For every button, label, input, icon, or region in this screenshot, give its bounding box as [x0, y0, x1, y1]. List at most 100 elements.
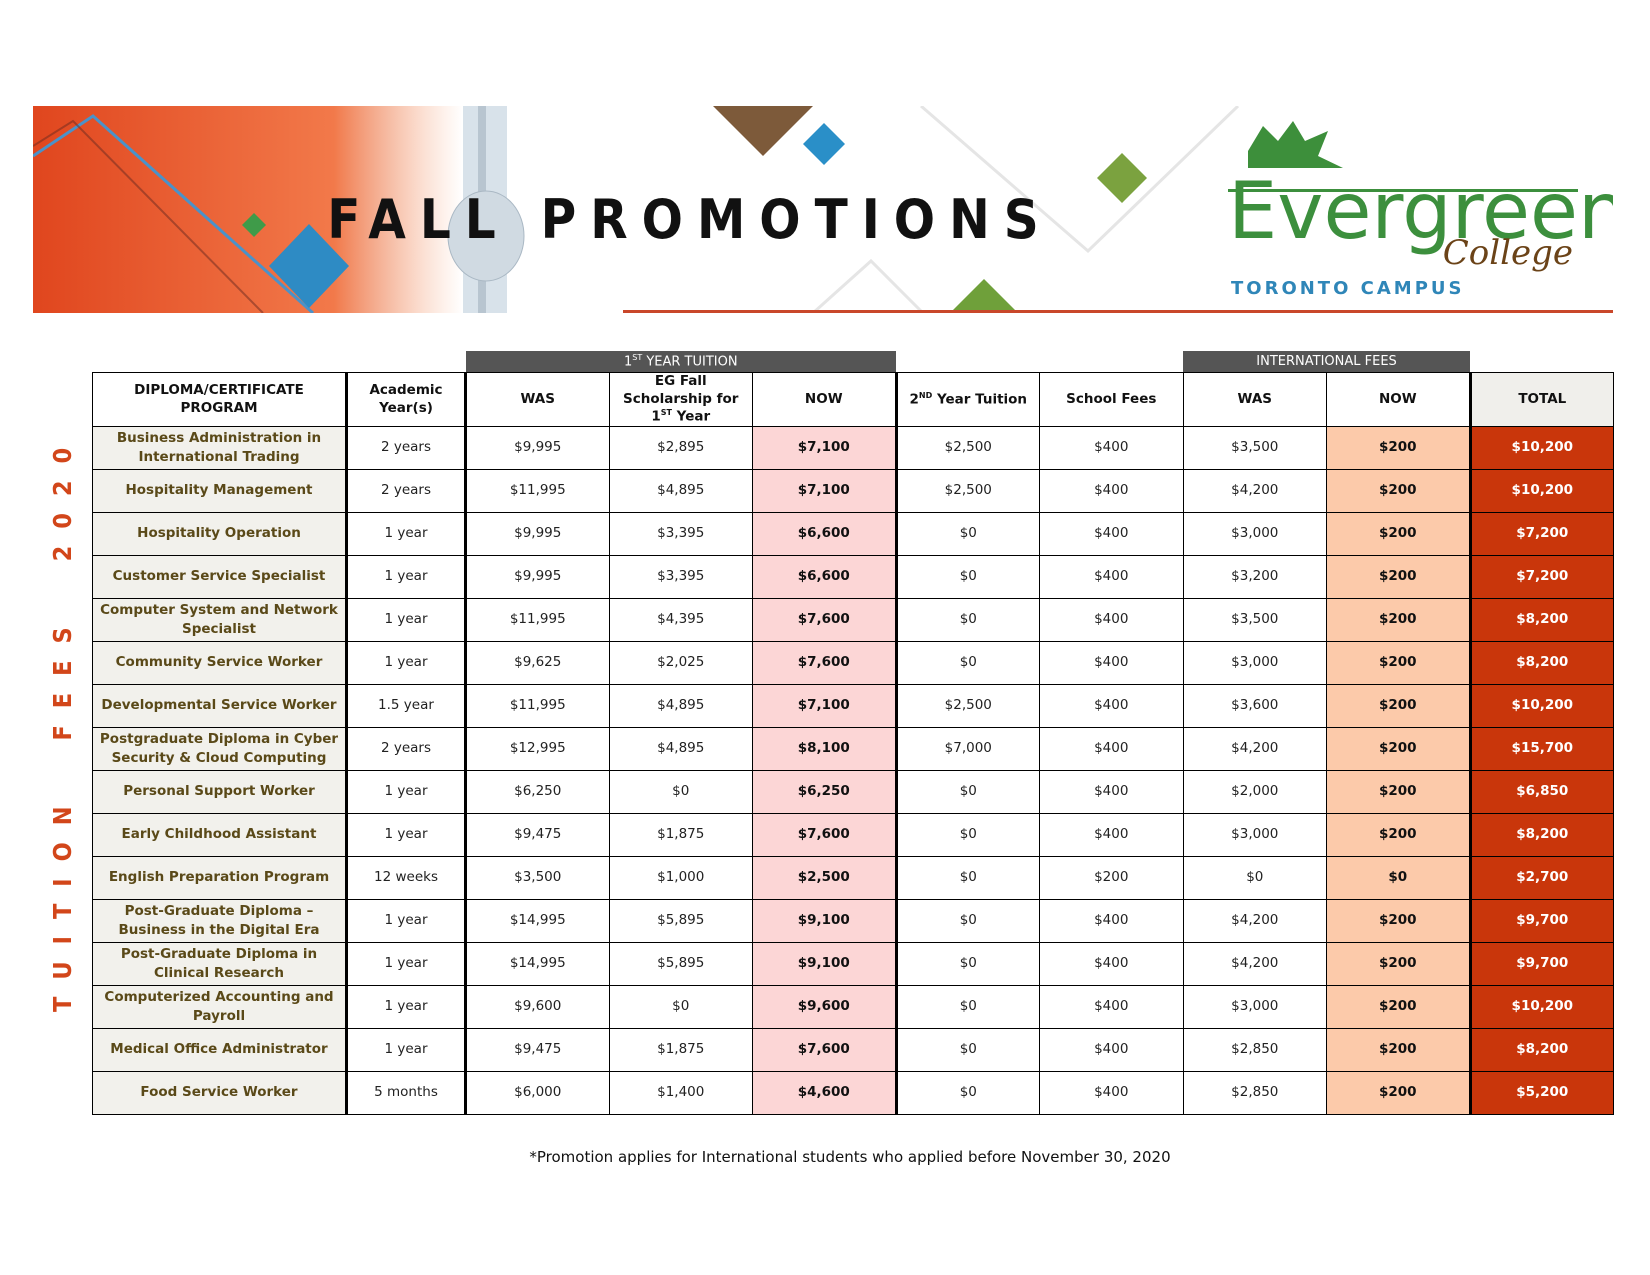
cell: $10,200 [1468, 469, 1615, 514]
cell: $9,475 [464, 1028, 610, 1073]
cell: $5,895 [608, 942, 753, 987]
cell: $3,200 [1182, 555, 1328, 600]
cell: $3,500 [1182, 426, 1328, 471]
cell: $200 [1326, 813, 1471, 858]
blank [93, 351, 466, 373]
logo-name: Evergreen [1228, 167, 1613, 257]
sup: ST [632, 353, 643, 363]
cell: $0 [608, 985, 753, 1030]
column-header: DIPLOMA/CERTIFICATE PROGRAM [92, 371, 347, 428]
row: Personal Support Worker 1 year $6,250 $0 $6,… [92, 770, 1615, 815]
header-row: DIPLOMA/CERTIFICATE PROGRAM Academic Year… [92, 371, 1615, 428]
cell: $2,000 [1182, 770, 1328, 815]
cell: $10,200 [1468, 684, 1615, 729]
group-header: INTERNATIONAL FEES [1183, 351, 1471, 373]
cell: $9,100 [752, 942, 897, 987]
cell: $10,200 [1468, 985, 1615, 1030]
cell: $3,000 [1182, 512, 1328, 557]
group-header: 1ST YEAR TUITION [465, 351, 897, 373]
row: Community Service Worker 1 year $9,625 $2,0… [92, 641, 1615, 686]
cell: 1 year [345, 942, 466, 987]
cell: $200 [1326, 942, 1471, 987]
cell: $0 [894, 1028, 1041, 1073]
cell: $3,000 [1182, 985, 1328, 1030]
cell: $6,600 [752, 512, 897, 557]
cell: $7,100 [752, 684, 897, 729]
cell: $8,200 [1468, 1028, 1615, 1073]
row: Customer Service Specialist 1 year $9,995 $… [92, 555, 1615, 600]
cell: 1 year [345, 813, 466, 858]
program: Community Service Worker [92, 641, 347, 686]
cell: $3,000 [1182, 641, 1328, 686]
cell: $400 [1039, 942, 1184, 987]
cell: 1 year [345, 899, 466, 944]
row: Developmental Service Worker 1.5 year $11,… [92, 684, 1615, 729]
program: Medical Office Administrator [92, 1028, 347, 1073]
sup: ND [918, 390, 933, 400]
column-header: WAS [464, 371, 610, 428]
cell: $400 [1039, 813, 1184, 858]
side-label: TUITION FEES 2020 [48, 430, 77, 1012]
cell: $200 [1326, 426, 1471, 471]
cell: $200 [1039, 856, 1184, 901]
program: Postgraduate Diploma in Cyber Security &… [92, 727, 347, 772]
cell: $4,600 [752, 1071, 897, 1116]
cell: $0 [894, 813, 1041, 858]
text: Year Tuition [932, 391, 1028, 408]
cell: $4,895 [608, 469, 753, 514]
cell: $400 [1039, 899, 1184, 944]
cell: $9,600 [464, 985, 610, 1030]
cell: $7,000 [894, 727, 1041, 772]
cell: $200 [1326, 469, 1471, 514]
cell: $3,395 [608, 555, 753, 600]
sup: ST [660, 408, 672, 418]
cell: $0 [894, 770, 1041, 815]
column-header: NOW [1326, 371, 1471, 428]
title: FALL PROMOTIONS [327, 188, 1053, 251]
footnote: *Promotion applies for International stu… [529, 1148, 1171, 1166]
row: Postgraduate Diploma in Cyber Security &… [92, 727, 1615, 772]
program: Developmental Service Worker [92, 684, 347, 729]
cell: $9,625 [464, 641, 610, 686]
program: Personal Support Worker [92, 770, 347, 815]
banner: FALL PROMOTIONS Evergreen College TORONT… [33, 106, 1613, 313]
cell: $0 [894, 985, 1041, 1030]
cell: $11,995 [464, 469, 610, 514]
row: Medical Office Administrator 1 year $9,475… [92, 1028, 1615, 1073]
cell: $7,200 [1468, 512, 1615, 557]
row: Computerized Accounting and Payroll 1 yea… [92, 985, 1615, 1030]
column-header: NOW [752, 371, 897, 428]
column-header: EG Fall Scholarship for 1ST Year [608, 371, 753, 428]
text: YEAR TUITION [642, 354, 738, 370]
cell: $0 [894, 1071, 1041, 1116]
cell: $8,200 [1468, 813, 1615, 858]
cell: 1.5 year [345, 684, 466, 729]
cell: $200 [1326, 985, 1471, 1030]
program: Post-Graduate Diploma – Business in the … [92, 899, 347, 944]
cell: $4,200 [1182, 727, 1328, 772]
cell: $7,600 [752, 641, 897, 686]
row: Early Childhood Assistant 1 year $9,475 $1,… [92, 813, 1615, 858]
cell: 2 years [345, 469, 466, 514]
cell: $9,700 [1468, 899, 1615, 944]
cell: $14,995 [464, 899, 610, 944]
cell: $3,000 [1182, 813, 1328, 858]
cell: $200 [1326, 1071, 1471, 1116]
cell: $1,400 [608, 1071, 753, 1116]
fees-table: 1ST YEAR TUITION INTERNATIONAL FEES DIPL… [92, 351, 1615, 1116]
row: Business Administration in International… [92, 426, 1615, 471]
column-header: 2ND Year Tuition [894, 371, 1041, 428]
cell: $15,700 [1468, 727, 1615, 772]
row: Hospitality Operation 1 year $9,995 $3,395 $… [92, 512, 1615, 557]
cell: $400 [1039, 555, 1184, 600]
cell: $400 [1039, 1071, 1184, 1116]
cell: $4,895 [608, 684, 753, 729]
cell: $0 [1182, 856, 1328, 901]
cell: $9,995 [464, 426, 610, 471]
cell: $10,200 [1468, 426, 1615, 471]
column-header: School Fees [1039, 371, 1184, 428]
cell: 1 year [345, 641, 466, 686]
cell: $200 [1326, 899, 1471, 944]
cell: $400 [1039, 641, 1184, 686]
cell: $6,600 [752, 555, 897, 600]
